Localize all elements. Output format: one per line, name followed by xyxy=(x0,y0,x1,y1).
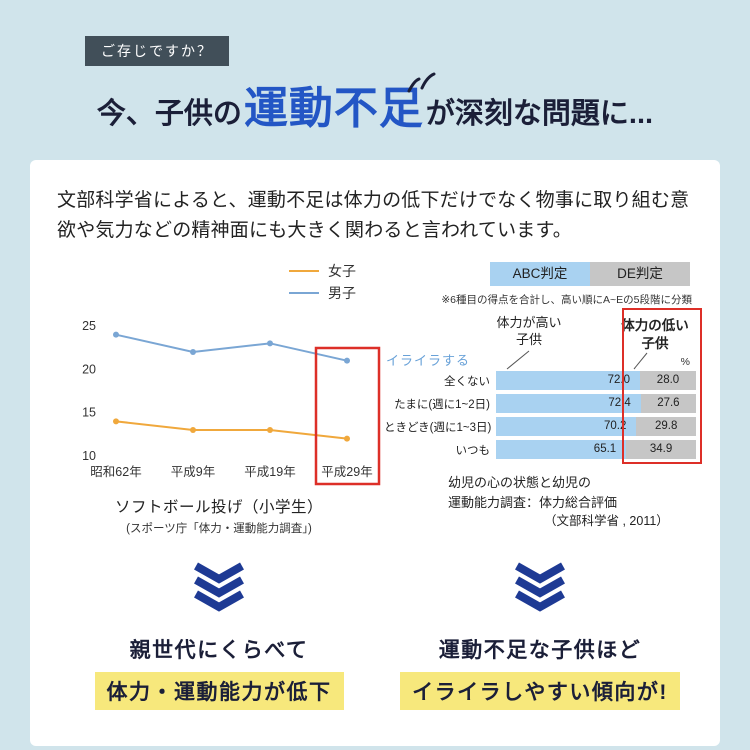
x-tick-label: 平成19年 xyxy=(244,465,295,479)
col-header-high-fitness: 体力が高い 子供 xyxy=(496,315,562,347)
conclusion-fitness-highlight: 体力・運動能力が低下 xyxy=(94,672,344,711)
line-chart-legend: 女子 男子 xyxy=(289,260,356,304)
arrows-row xyxy=(54,562,696,612)
bar-segment-abc: 65.1 xyxy=(496,440,627,460)
title-suffix: が深刻な問題に... xyxy=(425,98,654,130)
charts-row: 女子 男子 25 20 15 10 昭和62年 平成9年 平成19年 平成29年 ソフトボール… xyxy=(54,260,702,536)
bar-segment-de: 29.8 xyxy=(636,417,696,437)
bar-segment-de: 34.9 xyxy=(626,440,696,460)
data-point xyxy=(113,331,119,338)
data-point xyxy=(344,435,350,442)
conclusion-fitness: 親世代にくらべて 体力・運動能力が低下 xyxy=(54,634,384,711)
bar-row-label: 全くない xyxy=(444,375,490,388)
x-tick-label: 平成9年 xyxy=(171,465,215,479)
legend-chip-de: DE判定 xyxy=(590,262,690,287)
content-card: 文部科学省によると、運動不足は体力の低下だけでなく物事に取り組む意欲や気力などの… xyxy=(30,160,720,746)
bar-row: たまに(週に1~2日) 72.4 27.6 xyxy=(384,394,696,414)
left-arrow-cell xyxy=(54,562,384,612)
bar-row: ときどき(週に1~3日) 70.2 29.8 xyxy=(384,417,696,437)
bar-segment-abc: 72.4 xyxy=(496,394,641,414)
legend-swatch-girls xyxy=(289,270,319,273)
conclusion-irritation-line1: 運動不足な子供ほど xyxy=(438,639,642,663)
y-tick-label: 10 xyxy=(82,449,96,463)
bar-row-label: いつも xyxy=(455,444,491,457)
conclusion-fitness-line1: 親世代にくらべて xyxy=(129,639,309,663)
line-chart-title: ソフトボール投げ（小学生） xyxy=(114,499,323,517)
bar-chart-headers: 体力が高い 子供 体力の低い 子供 イライラする % xyxy=(384,307,696,371)
line-chart-source: (スポーツ庁「体力・運動能力調査」) xyxy=(126,523,312,536)
bar-chart-note: ※6種目の得点を合計し、高い順にA~Eの5段階に分類 xyxy=(441,294,692,307)
chevron-down-icon xyxy=(515,562,565,612)
bar-segment-de: 28.0 xyxy=(640,371,696,391)
emphasis-squiggle-icon xyxy=(406,55,438,105)
data-point xyxy=(267,340,273,347)
bar-segment-abc: 70.2 xyxy=(496,417,637,437)
percent-unit-label: % xyxy=(680,356,690,369)
conclusion-irritation-highlight: イライラしやすい傾向が! xyxy=(400,672,680,711)
bar-row: 全くない 72.0 28.0 xyxy=(384,371,696,391)
bar-segment-de: 27.6 xyxy=(640,394,696,414)
line-series-男子 xyxy=(115,333,348,362)
legend-item-girls: 女子 xyxy=(289,260,356,282)
y-tick-label: 20 xyxy=(82,362,96,376)
caption-line-3: （文部科学省 , 2011） xyxy=(544,514,669,529)
legend-label-boys: 男子 xyxy=(328,285,356,302)
data-point xyxy=(344,357,350,364)
highlight-box-latest-year xyxy=(314,346,381,486)
header: ご存じですか？ 今、子供の運動不足 が深刻な問題に... xyxy=(0,0,750,136)
group-label-irritated: イライラする xyxy=(386,353,471,369)
data-point xyxy=(190,349,196,356)
legend-chip-abc: ABC判定 xyxy=(490,262,590,287)
x-tick-label: 平成29年 xyxy=(321,465,372,479)
title-prefix: 今、子供の xyxy=(96,98,242,130)
bar-row: いつも 65.1 34.9 xyxy=(384,440,696,460)
y-tick-label: 25 xyxy=(82,319,96,333)
caption-line-1: 幼児の心の状態と幼児の xyxy=(448,475,592,491)
conclusion-irritation: 運動不足な子供ほど イライラしやすい傾向が! xyxy=(384,634,696,711)
line-chart: 25 20 15 10 昭和62年 平成9年 平成19年 平成29年 xyxy=(82,319,381,486)
data-point xyxy=(113,418,119,425)
bar-row-label: ときどき(週に1~3日) xyxy=(384,421,492,434)
header-badge: ご存じですか？ xyxy=(85,36,229,66)
bar-rows: 全くない 72.0 28.0 たまに(週に1~2日) 72.4 27.6 ときどき(週に1~… xyxy=(384,371,696,460)
title-highlight: 運動不足 xyxy=(244,72,436,136)
chevron-down-icon xyxy=(194,562,244,612)
legend-label-girls: 女子 xyxy=(328,263,356,280)
conclusions-row: 親世代にくらべて 体力・運動能力が低下 運動不足な子供ほど イライラしやすい傾向… xyxy=(54,634,696,711)
bar-segment-abc: 72.0 xyxy=(496,371,640,391)
x-tick-label: 昭和62年 xyxy=(90,465,141,479)
line-chart-section: 女子 男子 25 20 15 10 昭和62年 平成9年 平成19年 平成29年 ソフトボール… xyxy=(54,260,384,536)
legend-swatch-boys xyxy=(289,292,319,295)
page-title: 今、子供の運動不足 が深刻な問題に... xyxy=(0,72,750,136)
bar-chart-section: ABC判定 DE判定 ※6種目の得点を合計し、高い順にA~Eの5段階に分類 体力… xyxy=(384,260,702,536)
legend-item-boys: 男子 xyxy=(289,282,356,304)
bar-row-label: たまに(週に1~2日) xyxy=(394,398,490,411)
bar-chart-legend: ABC判定 DE判定 xyxy=(384,262,690,287)
col-header-low-fitness: 体力の低い 子供 xyxy=(621,318,689,351)
data-point xyxy=(190,427,196,434)
right-arrow-cell xyxy=(384,562,696,612)
bar-chart-caption: 幼児の心の状態と幼児の 運動能力調査：体力総合評価 （文部科学省 , 2011） xyxy=(384,473,696,531)
caption-line-2: 運動能力調査：体力総合評価 xyxy=(448,494,618,510)
data-point xyxy=(267,427,273,434)
line-series-女子 xyxy=(115,420,348,440)
leader-lines xyxy=(506,350,648,370)
y-tick-label: 15 xyxy=(82,406,96,420)
intro-text: 文部科学省によると、運動不足は体力の低下だけでなく物事に取り組む意欲や気力などの… xyxy=(57,190,690,242)
